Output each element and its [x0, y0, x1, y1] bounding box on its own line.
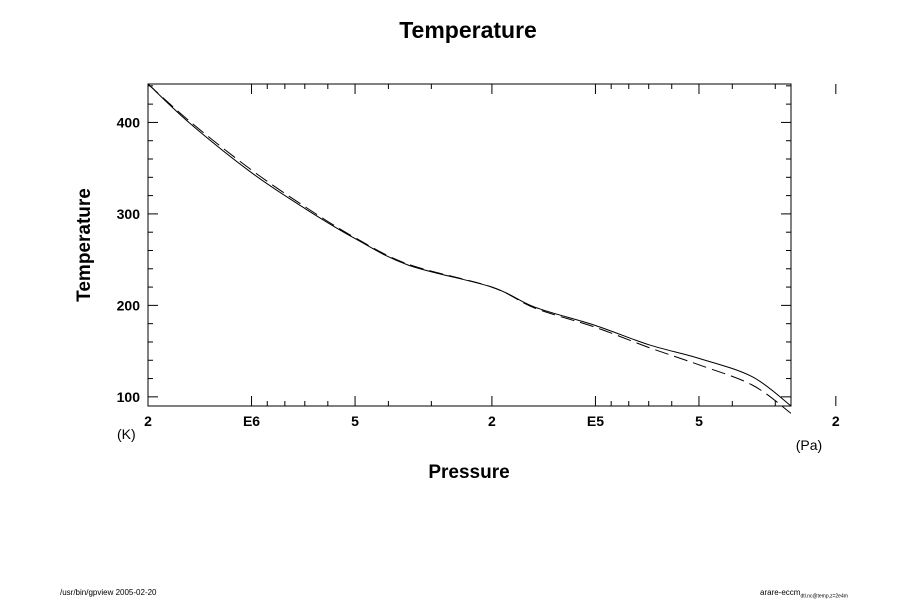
- x-tick-label: E6: [243, 413, 260, 429]
- x-tick-label: 5: [695, 413, 703, 429]
- y-tick-label: 200: [117, 297, 141, 313]
- x-tick-label: E5: [587, 413, 604, 429]
- plot-frame: [147, 83, 792, 407]
- x-tick-label: 5: [351, 413, 359, 429]
- x-tick-label: 2: [144, 413, 152, 429]
- series-layer: [148, 84, 791, 414]
- y-axis-unit: (K): [117, 426, 136, 442]
- footer-command: /usr/bin/gpview 2005-02-20: [60, 588, 157, 597]
- x-tick-label: 2: [832, 413, 840, 429]
- x-axis-unit: (Pa): [796, 437, 822, 453]
- y-axis: 100 200 300 400: [117, 85, 791, 405]
- x-axis-label: Pressure: [428, 462, 509, 483]
- y-tick-label: 400: [117, 114, 141, 130]
- y-tick-label: 300: [117, 206, 141, 222]
- series-line-solid: [148, 84, 791, 407]
- footer-source-sub: dtl.nc@temp,z=2e4m: [800, 593, 848, 600]
- x-axis: 2 E6 5 2 E5 5 2: [144, 84, 840, 429]
- footer-source: arare-eccmdtl.nc@temp,z=2e4m: [760, 588, 848, 600]
- y-axis-label: Temperature: [74, 188, 95, 302]
- footer-source-main: arare-eccm: [760, 588, 801, 597]
- chart-title: Temperature: [399, 17, 537, 43]
- x-tick-label: 2: [488, 413, 496, 429]
- y-tick-label: 100: [117, 389, 141, 405]
- series-line-dashed: [148, 84, 791, 414]
